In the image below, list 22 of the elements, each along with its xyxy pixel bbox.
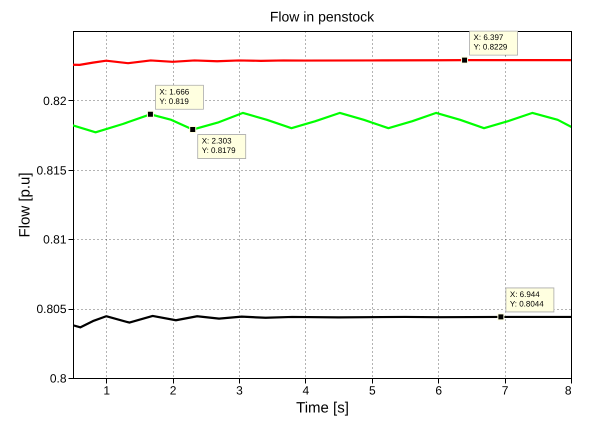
annotation: X: 2.303 Y: 0.8179 (202, 136, 236, 156)
x-tick-label: 4 (302, 384, 310, 398)
x-axis-title: Time [s] (296, 400, 349, 416)
x-tick-label: 5 (368, 384, 376, 398)
annotation: X: 6.944 Y: 0.8044 (510, 290, 544, 308)
x-tick-label: 1 (103, 384, 110, 398)
annotation: X: 1.666 Y: 0.819 (159, 87, 190, 106)
line-series (73, 110, 571, 134)
point (497, 313, 504, 320)
x-tick-label: 7 (502, 384, 509, 398)
y-tick-label: 0.805 (36, 302, 67, 316)
x-tick-label: 8 (564, 384, 572, 398)
y-tick-label: 0.82 (43, 94, 67, 108)
y-tick-label: 0.81 (43, 232, 67, 247)
x-tick-label: 6 (435, 384, 442, 398)
y-tick-label: 0.8 (50, 372, 67, 386)
x-tick-label: 2 (170, 384, 177, 398)
x-tick-label: 3 (236, 384, 244, 398)
y-tick-label: 0.815 (36, 163, 67, 178)
y-axis-title: Flow [p.u] (16, 172, 34, 238)
annotation: X: 6.397 Y: 0.8229 (474, 33, 508, 52)
chart-title: Flow in penstock (270, 8, 376, 25)
